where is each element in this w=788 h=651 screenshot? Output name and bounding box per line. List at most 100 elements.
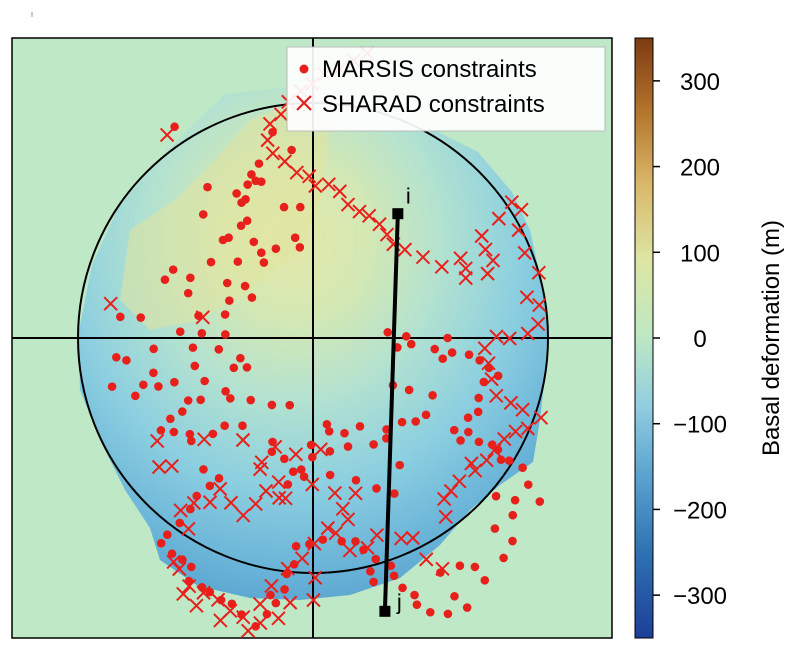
marsis-point-144: [412, 600, 422, 610]
marsis-point-141: [462, 603, 472, 612]
colorbar-tick-label-5: −200: [673, 497, 727, 524]
sharad-point-70: [520, 421, 535, 436]
marsis-point-69: [208, 429, 218, 439]
marsis-point-104: [383, 328, 393, 337]
sharad-point-65: [464, 456, 479, 471]
profile-label-i: i: [406, 184, 411, 209]
sharad-point-88: [504, 194, 520, 210]
sharad-point-101: [379, 227, 395, 242]
legend-sharad-label: SHARAD constraints: [322, 91, 545, 118]
marsis-point-91: [351, 475, 361, 485]
marsis-point-20: [290, 233, 300, 242]
sharad-point-102: [372, 217, 387, 232]
sharad-point-107: [321, 177, 336, 192]
marsis-point-71: [238, 421, 247, 430]
marsis-point-64: [166, 414, 175, 424]
marsis-point-77: [306, 440, 316, 450]
marsis-point-27: [168, 265, 178, 274]
marsis-point-7: [243, 180, 252, 189]
marsis-point-106: [406, 339, 416, 349]
profile-endpoint-i: [392, 208, 404, 220]
legend: MARSIS constraints SHARAD constraints: [286, 46, 606, 132]
profile-endpoint-j: [379, 605, 391, 617]
marsis-point-105: [401, 332, 411, 341]
marsis-point-14: [198, 210, 208, 219]
sharad-point-54: [360, 540, 375, 556]
marsis-point-121: [456, 436, 465, 445]
marsis-point-57: [112, 352, 121, 362]
marsis-point-133: [490, 524, 500, 533]
sharad-point-51: [340, 512, 356, 527]
sharad-point-95: [458, 261, 473, 276]
colorbar-tick-label-4: −100: [673, 412, 727, 439]
marsis-point-155: [318, 535, 328, 544]
marsis-point-120: [449, 425, 459, 435]
sharad-point-72: [515, 402, 530, 417]
sharad-point-7: [235, 432, 251, 448]
marsis-point-142: [443, 609, 453, 619]
sharad-point-81: [530, 316, 546, 332]
sharad-point-59: [435, 561, 450, 576]
marsis-point-177: [186, 504, 195, 514]
marsis-point-97: [397, 417, 407, 427]
marsis-point-125: [496, 455, 506, 465]
marsis-point-60: [139, 380, 148, 390]
marsis-point-66: [169, 427, 179, 437]
marsis-point-110: [447, 348, 457, 357]
sharad-point-69: [508, 424, 523, 439]
sharad-point-41: [271, 490, 287, 506]
colorbar-tick-label-6: −300: [673, 583, 727, 610]
sharad-point-36: [212, 481, 228, 497]
marsis-point-54: [149, 344, 158, 354]
marsis-point-67: [185, 429, 195, 439]
sharad-point-6: [196, 432, 212, 447]
marsis-point-35: [220, 310, 230, 319]
marsis-point-96: [382, 425, 391, 434]
sharad-point-86: [511, 222, 526, 238]
marsis-point-146: [398, 583, 407, 593]
marsis-point-152: [359, 545, 368, 555]
marsis-point-129: [535, 497, 545, 506]
sharad-point-37: [223, 495, 239, 510]
marsis-point-137: [470, 562, 480, 572]
sharad-point-10: [313, 442, 328, 457]
marsis-point-93: [390, 489, 399, 498]
marsis-point-21: [295, 242, 305, 252]
marsis-point-63: [178, 407, 187, 416]
marsis-point-80: [340, 428, 349, 438]
sharad-point-79: [502, 331, 517, 346]
marsis-point-45: [225, 394, 235, 403]
sharad-point-21: [294, 551, 310, 566]
marsis-point-9: [232, 189, 241, 198]
sharad-point-97: [434, 259, 449, 275]
marsis-point-72: [267, 400, 277, 410]
marsis-point-107: [430, 344, 440, 354]
sharad-point-108: [308, 178, 323, 194]
marsis-point-150: [366, 567, 375, 576]
sharad-point-78: [489, 329, 504, 344]
sharad-point-45: [271, 611, 286, 626]
sharad-point-25: [235, 609, 251, 625]
marsis-point-74: [268, 437, 277, 447]
sharad-point-109: [302, 169, 317, 184]
colorbar-label: Basal deformation (m): [758, 220, 785, 456]
sharad-point-64: [467, 463, 483, 478]
marsis-point-111: [464, 350, 474, 359]
marsis-point-11: [237, 198, 246, 207]
sharad-point-115: [273, 107, 289, 122]
marsis-point-8: [203, 182, 212, 192]
sharad-point-31: [166, 554, 181, 570]
sharad-point-16: [327, 485, 343, 501]
sharad-point-50: [176, 586, 191, 602]
sharad-point-38: [235, 508, 251, 523]
marsis-point-86: [296, 465, 306, 474]
marsis-point-83: [343, 442, 353, 451]
sharad-point-28: [196, 585, 211, 600]
marsis-point-31: [222, 278, 232, 288]
sharad-point-29: [181, 578, 197, 594]
marsis-point-23: [257, 248, 266, 257]
colorbar-tick-label-1: 200: [680, 155, 720, 182]
sharad-point-20: [307, 536, 322, 551]
sharad-point-68: [497, 431, 512, 447]
sharad-point-0: [159, 127, 175, 143]
